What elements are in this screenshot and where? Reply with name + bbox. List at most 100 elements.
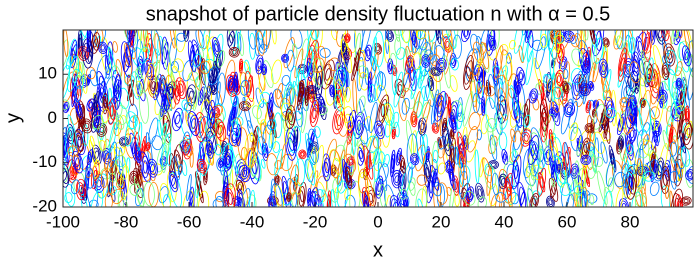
contour-line <box>669 155 677 190</box>
contour-line <box>582 60 589 73</box>
contour-line <box>436 95 445 118</box>
contour-line <box>390 52 397 68</box>
contour-line <box>411 90 421 125</box>
contour-line <box>465 65 472 80</box>
contour-line <box>563 102 576 118</box>
contour-line <box>315 53 322 86</box>
contour-line <box>463 198 469 207</box>
contour-line <box>594 102 598 107</box>
contour-line <box>444 30 457 49</box>
contour-line <box>265 30 271 49</box>
contour-line <box>268 92 274 118</box>
contour-line <box>118 136 130 147</box>
contour-line <box>560 98 573 135</box>
contour-line <box>416 174 427 186</box>
contour-line <box>585 100 592 114</box>
contour-line <box>485 118 498 133</box>
contour-line <box>206 63 218 99</box>
contour-line <box>92 114 104 130</box>
contour-line <box>115 59 123 78</box>
contour-line <box>239 61 251 98</box>
contour-line <box>410 30 418 48</box>
contour-line <box>208 66 219 85</box>
contour-line <box>475 80 483 105</box>
contour-line <box>189 150 194 168</box>
contour-line <box>617 135 625 150</box>
contour-line <box>67 114 78 149</box>
contour-line <box>521 30 530 62</box>
contour-line <box>169 30 176 49</box>
contour-line <box>135 147 141 161</box>
contour-line <box>396 150 401 164</box>
contour-line <box>519 186 526 207</box>
contour-line <box>193 53 202 68</box>
contour-line <box>169 173 178 190</box>
contour-line <box>667 124 674 152</box>
contour-line <box>224 183 236 207</box>
contour-line <box>456 131 467 165</box>
contour-line <box>449 163 454 187</box>
contour-line <box>583 157 589 163</box>
x-tick-label: 0 <box>373 212 382 231</box>
contour-line <box>450 129 454 138</box>
contour-line <box>653 94 665 131</box>
contour-line <box>436 94 442 131</box>
contour-line <box>80 193 89 207</box>
contour-line <box>489 161 498 169</box>
contour-line <box>236 189 245 207</box>
contour-line <box>502 151 508 163</box>
contour-line <box>509 192 519 205</box>
contour-line <box>570 68 583 85</box>
contour-line <box>346 173 351 183</box>
contour-line <box>546 78 554 92</box>
contour-line <box>513 100 521 124</box>
contour-line <box>684 127 691 141</box>
contour-line <box>500 178 506 185</box>
contour-line <box>462 126 468 148</box>
contour-line <box>213 109 218 115</box>
contour-line <box>351 47 361 82</box>
contour-line <box>71 150 84 174</box>
contour-line <box>580 186 588 207</box>
contour-line <box>307 188 312 206</box>
contour-line <box>599 61 607 76</box>
contour-line <box>467 188 473 201</box>
contour-line <box>105 46 113 71</box>
contour-line <box>571 48 583 67</box>
contour-line <box>669 132 673 144</box>
contour-line <box>435 30 440 41</box>
contour-line <box>263 147 267 156</box>
contour-line <box>75 178 87 201</box>
contour-line <box>386 31 393 41</box>
contour-line <box>198 45 204 58</box>
contour-line <box>572 167 577 175</box>
contour-line <box>189 186 195 207</box>
contour-line <box>63 99 70 110</box>
contour-line <box>566 106 572 114</box>
contour-line <box>650 30 656 45</box>
contour-line <box>535 36 546 70</box>
contour-line <box>469 72 477 108</box>
contour-line <box>121 139 127 144</box>
contour-line <box>626 100 636 125</box>
contour-line <box>238 58 244 74</box>
contour-line <box>63 126 67 146</box>
contour-line <box>459 153 468 181</box>
contour-line <box>422 134 428 156</box>
contour-line <box>129 183 141 196</box>
contour-line <box>443 121 446 129</box>
contour-line <box>330 88 334 94</box>
contour-line <box>285 105 296 129</box>
contour-line <box>289 164 299 196</box>
contour-line <box>451 100 463 121</box>
y-tick-label: -20 <box>32 196 57 215</box>
contour-line <box>588 99 598 124</box>
contour-line <box>219 160 223 166</box>
contour-line <box>365 47 372 59</box>
contour-line <box>451 131 454 136</box>
contour-line <box>490 39 495 47</box>
contour-line <box>454 181 458 190</box>
contour-line <box>583 143 588 154</box>
contour-line <box>405 120 415 156</box>
contour-line <box>357 65 368 79</box>
